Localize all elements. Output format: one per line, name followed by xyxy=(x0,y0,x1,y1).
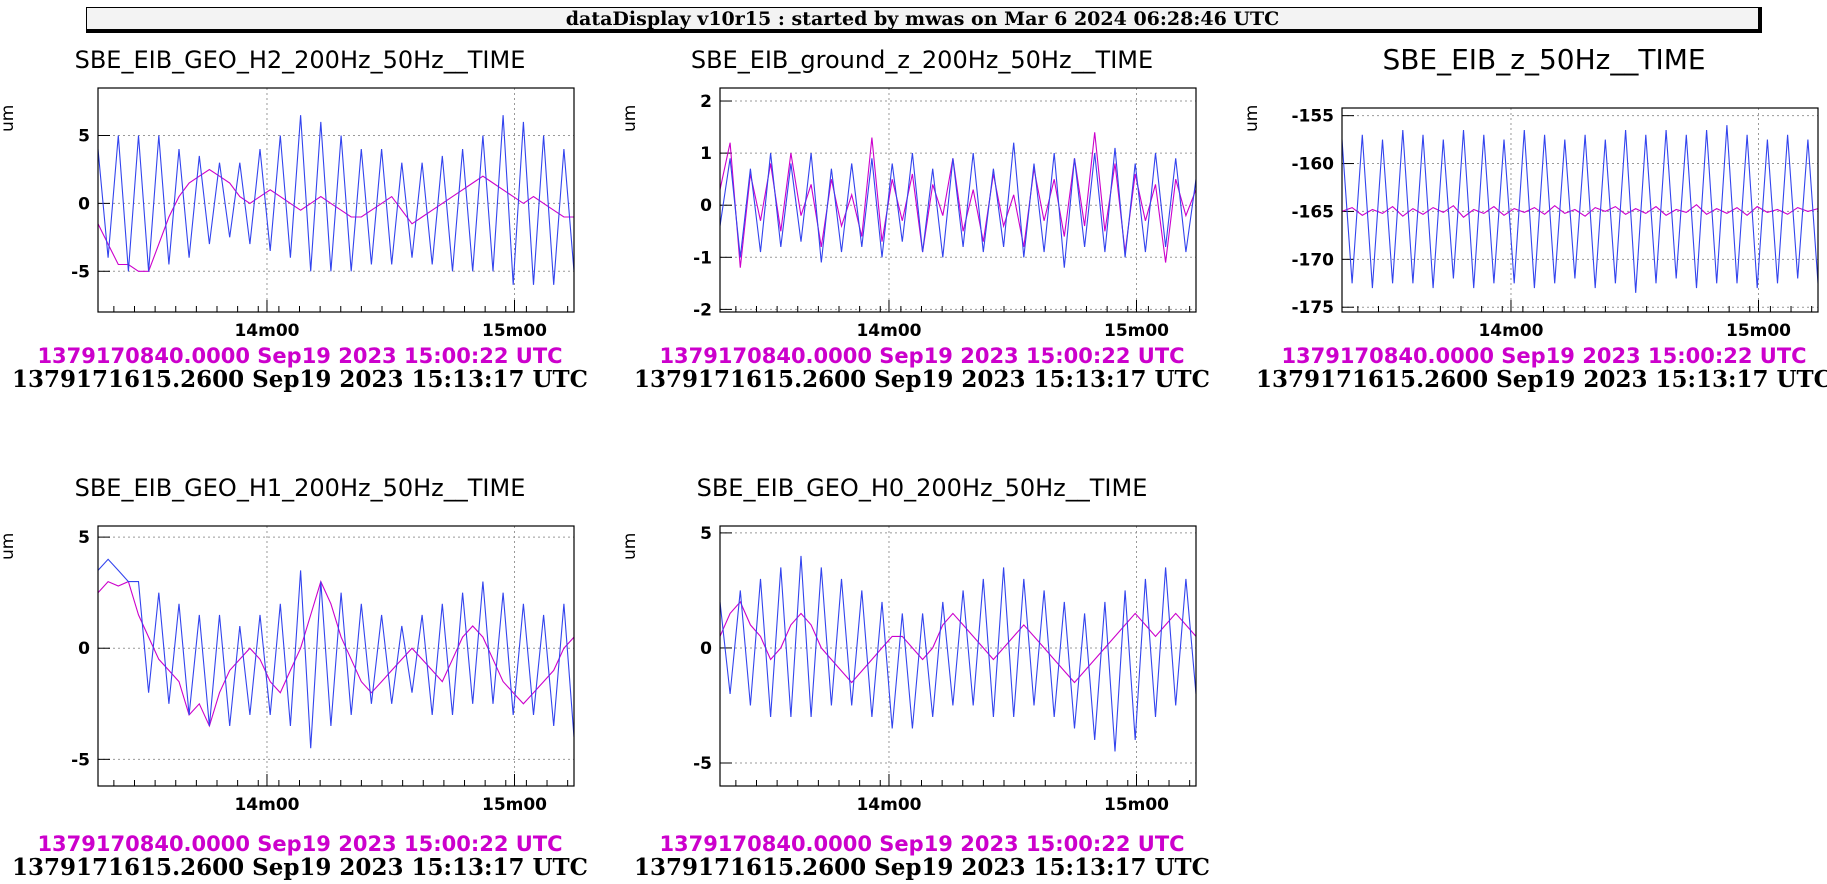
y-tick-label: -155 xyxy=(1291,107,1334,127)
y-tick-label: 0 xyxy=(78,194,90,214)
x-tick-label: 14m00 xyxy=(856,321,921,341)
y-tick-label: -175 xyxy=(1291,298,1334,318)
start-timestamp: 1379170840.0000 Sep19 2023 15:00:22 UTC xyxy=(37,832,563,856)
end-timestamp: 1379171615.2600 Sep19 2023 15:13:17 UTC xyxy=(634,854,1210,881)
series-line xyxy=(1341,125,1819,293)
plot-area[interactable]: -5 0 5 14m00 15m00 xyxy=(0,474,600,815)
y-tick-label: 0 xyxy=(78,639,90,659)
start-timestamp: 1379170840.0000 Sep19 2023 15:00:22 UTC xyxy=(1281,344,1807,368)
end-timestamp: 1379171615.2600 Sep19 2023 15:13:17 UTC xyxy=(1256,366,1827,393)
end-timestamp: 1379171615.2600 Sep19 2023 15:13:17 UTC xyxy=(12,366,588,393)
chart-title: SBE_EIB_GEO_H0_200Hz_50Hz__TIME xyxy=(696,474,1148,502)
series-line xyxy=(719,142,1197,268)
plot-area[interactable]: -5 0 5 14m00 15m00 xyxy=(0,46,600,346)
chart-panel-z-50hz: SBE_EIB_z_50Hz__TIME um -175 -170 -165 -160… xyxy=(1242,43,1827,446)
plot-frame xyxy=(97,525,575,787)
display-header: dataDisplay v10r15 : started by mwas on … xyxy=(86,7,1762,33)
y-tick-label: 5 xyxy=(78,528,90,548)
series-line xyxy=(97,580,575,728)
chart-panel-geo-h0: SBE_EIB_GEO_H0_200Hz_50Hz__TIME um -5 0 5 1… xyxy=(620,474,1222,881)
y-tick-label: 2 xyxy=(700,92,712,112)
x-tick-label: 15m00 xyxy=(482,795,547,815)
start-timestamp: 1379170840.0000 Sep19 2023 15:00:22 UTC xyxy=(37,344,563,368)
y-tick-label: 5 xyxy=(78,127,90,147)
series-line xyxy=(719,132,1197,268)
plot-area[interactable]: -5 0 5 14m00 15m00 xyxy=(622,474,1222,815)
end-timestamp: 1379171615.2600 Sep19 2023 15:13:17 UTC xyxy=(12,854,588,881)
x-tick-label: 15m00 xyxy=(482,321,547,341)
x-tick-label: 14m00 xyxy=(234,321,299,341)
y-tick-label: -5 xyxy=(693,754,712,774)
y-tick-label: -5 xyxy=(71,750,90,770)
series-line xyxy=(719,600,1197,684)
plot-frame xyxy=(719,525,1197,787)
y-tick-label: 1 xyxy=(700,144,712,164)
x-tick-label: 15m00 xyxy=(1104,795,1169,815)
y-tick-label: 0 xyxy=(700,639,712,659)
chart-title: SBE_EIB_ground_z_200Hz_50Hz__TIME xyxy=(690,46,1154,74)
chart-title: SBE_EIB_z_50Hz__TIME xyxy=(1382,43,1706,76)
plot-frame xyxy=(97,87,575,313)
x-tick-label: 14m00 xyxy=(234,795,299,815)
y-tick-label: 5 xyxy=(700,524,712,544)
x-tick-label: 14m00 xyxy=(1478,321,1543,341)
chart-title: SBE_EIB_GEO_H2_200Hz_50Hz__TIME xyxy=(74,46,526,74)
chart-title: SBE_EIB_GEO_H1_200Hz_50Hz__TIME xyxy=(74,474,526,502)
y-tick-label: -170 xyxy=(1291,250,1334,270)
chart-panel-ground-z: SBE_EIB_ground_z_200Hz_50Hz__TIME um -2-… xyxy=(620,46,1222,446)
plot-frame xyxy=(1341,107,1819,313)
y-tick-label: 0 xyxy=(700,196,712,216)
series-line xyxy=(97,115,575,285)
start-timestamp: 1379170840.0000 Sep19 2023 15:00:22 UTC xyxy=(659,832,1185,856)
chart-panel-geo-h1: SBE_EIB_GEO_H1_200Hz_50Hz__TIME um -5 0 5 1… xyxy=(0,474,600,881)
plot-area[interactable]: -2 -1 0 1 2 14m00 15m00 xyxy=(622,46,1222,346)
x-tick-label: 15m00 xyxy=(1104,321,1169,341)
y-tick-label: -165 xyxy=(1291,202,1334,222)
series-line xyxy=(97,558,575,749)
chart-panel-geo-h2: SBE_EIB_GEO_H2_200Hz_50Hz__TIME um -5 0 5 1… xyxy=(0,46,600,446)
end-timestamp: 1379171615.2600 Sep19 2023 15:13:17 UTC xyxy=(634,366,1210,393)
x-tick-label: 15m00 xyxy=(1726,321,1791,341)
start-timestamp: 1379170840.0000 Sep19 2023 15:00:22 UTC xyxy=(659,344,1185,368)
y-tick-label: -2 xyxy=(693,300,712,320)
plot-frame xyxy=(719,87,1197,313)
y-tick-label: -1 xyxy=(693,248,712,268)
x-tick-label: 14m00 xyxy=(856,795,921,815)
plot-area[interactable]: -175 -170 -165 -160 -155 14m00 15m00 xyxy=(1244,46,1827,346)
y-tick-label: -5 xyxy=(71,262,90,282)
series-line xyxy=(719,555,1197,752)
y-tick-label: -160 xyxy=(1291,155,1334,175)
